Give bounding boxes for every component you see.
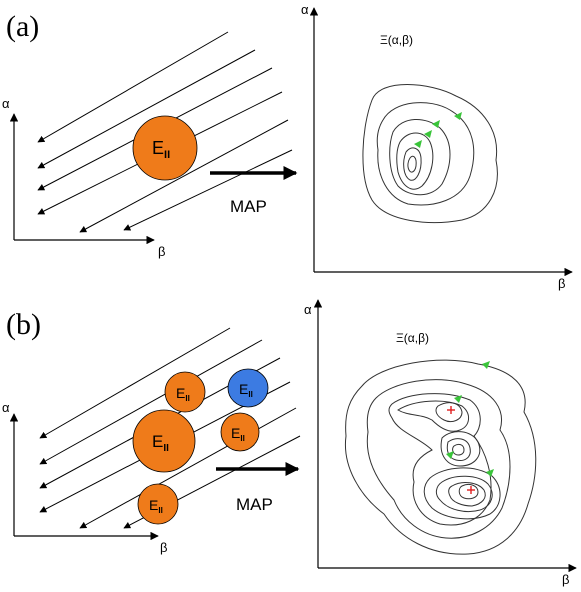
panel-b-ellipse-2: EII [227, 368, 269, 408]
panel-b-axes: α β [2, 400, 167, 555]
trajectory-arrow [454, 395, 462, 403]
panel-a-map-axes: α β Ξ(α,β) [301, 2, 573, 291]
panel-b-trajectory-arrows [446, 361, 494, 477]
field-line [39, 327, 231, 439]
contour [452, 443, 465, 456]
trajectory-arrow [486, 469, 494, 477]
ellipse-label: EII [239, 381, 253, 399]
trajectory-arrow [454, 112, 462, 120]
field-line [37, 31, 229, 143]
panel-a: (a) α β EII MAP [2, 2, 573, 291]
ellipse-shape [137, 483, 179, 525]
panel-a-y-label: α [2, 96, 10, 111]
panel-a-trajectory-arrows [414, 112, 462, 148]
trajectory-arrow [446, 451, 454, 459]
contour [397, 400, 469, 432]
panel-b-map-label: MAP [236, 495, 273, 514]
panel-b-markers [447, 406, 475, 494]
trajectory-arrow [424, 130, 432, 138]
contour [366, 379, 511, 539]
ellipse-label: EII [152, 432, 169, 454]
ellipse-label: EII [152, 138, 170, 161]
trajectory-arrow [414, 140, 422, 148]
panel-b: (b) α β EII EII EII [2, 299, 577, 587]
contour [389, 119, 451, 196]
ellipse-label: EII [149, 497, 163, 515]
panel-b-ellipse-1: EII [164, 371, 206, 413]
panel-b-ellipse-5: EII [137, 483, 179, 525]
contour [396, 132, 434, 190]
panel-b-ellipse-3: EII [132, 409, 196, 473]
contour [423, 467, 501, 520]
panel-a-ellipse: EII [132, 115, 198, 181]
ellipse-shape [164, 371, 206, 413]
panel-b-map-y-label: α [304, 302, 312, 317]
panel-a-map-x-label: β [558, 276, 565, 291]
contour [435, 402, 463, 423]
ellipse-shape [227, 368, 269, 408]
panel-a-map-y-label: α [301, 2, 309, 17]
contour [376, 102, 475, 206]
contour [362, 84, 498, 224]
field-line [37, 49, 256, 169]
contour [435, 475, 493, 513]
contour [407, 155, 417, 173]
contour [403, 147, 422, 181]
contour [458, 483, 479, 500]
panel-a-x-label: β [158, 244, 165, 259]
contour [448, 482, 486, 507]
contour [344, 359, 537, 555]
panel-a-map: MAP [210, 166, 298, 216]
panel-b-map-x-label: β [562, 572, 569, 587]
panel-a-map-label: MAP [230, 197, 267, 216]
panel-b-y-label: α [2, 400, 10, 415]
plus-marker [467, 486, 475, 494]
field-line [79, 119, 289, 233]
field-line [123, 149, 293, 231]
trajectory-arrow [482, 361, 490, 369]
ellipse-shape [132, 115, 198, 181]
field-line [79, 407, 297, 529]
ellipse-label: EII [231, 425, 245, 443]
panel-b-x-label: β [160, 540, 167, 555]
ellipse-shape [132, 409, 196, 473]
trajectory-arrow [432, 120, 440, 128]
panel-b-ellipse-4: EII [220, 412, 260, 452]
ellipse-label: EII [176, 385, 190, 403]
panel-b-map-title: Ξ(α,β) [396, 331, 429, 345]
panel-b-map-axes: α β Ξ(α,β) [304, 299, 577, 587]
panel-a-map-title: Ξ(α,β) [380, 33, 413, 47]
panel-b-tag: (b) [6, 308, 41, 341]
contour [440, 431, 481, 467]
panel-b-contours [344, 359, 537, 555]
panel-a-axes: α β [2, 96, 165, 259]
panel-b-map: MAP [216, 462, 300, 514]
panel-a-tag: (a) [6, 10, 39, 43]
ellipse-shape [220, 412, 260, 452]
panel-a-contours [362, 84, 498, 224]
contour [388, 393, 492, 526]
field-line [39, 339, 263, 465]
plus-marker [447, 406, 455, 414]
